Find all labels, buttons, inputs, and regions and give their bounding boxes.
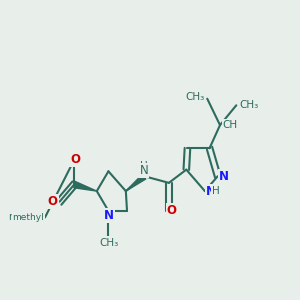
Text: CH₃: CH₃ (99, 238, 118, 248)
Text: H: H (140, 161, 148, 171)
Text: CH₃: CH₃ (239, 100, 258, 110)
Polygon shape (126, 173, 146, 191)
Text: methyl: methyl (12, 213, 44, 222)
Text: N: N (103, 209, 114, 222)
Text: N: N (140, 164, 148, 177)
Text: N: N (219, 170, 229, 183)
Text: N: N (206, 184, 216, 198)
Polygon shape (74, 181, 97, 191)
Text: O: O (167, 204, 177, 218)
Text: O: O (70, 153, 80, 166)
Text: CH: CH (223, 120, 238, 130)
Text: O: O (48, 195, 58, 208)
Text: H: H (212, 186, 220, 196)
Text: methyl: methyl (8, 212, 43, 222)
Text: CH₃: CH₃ (185, 92, 204, 102)
